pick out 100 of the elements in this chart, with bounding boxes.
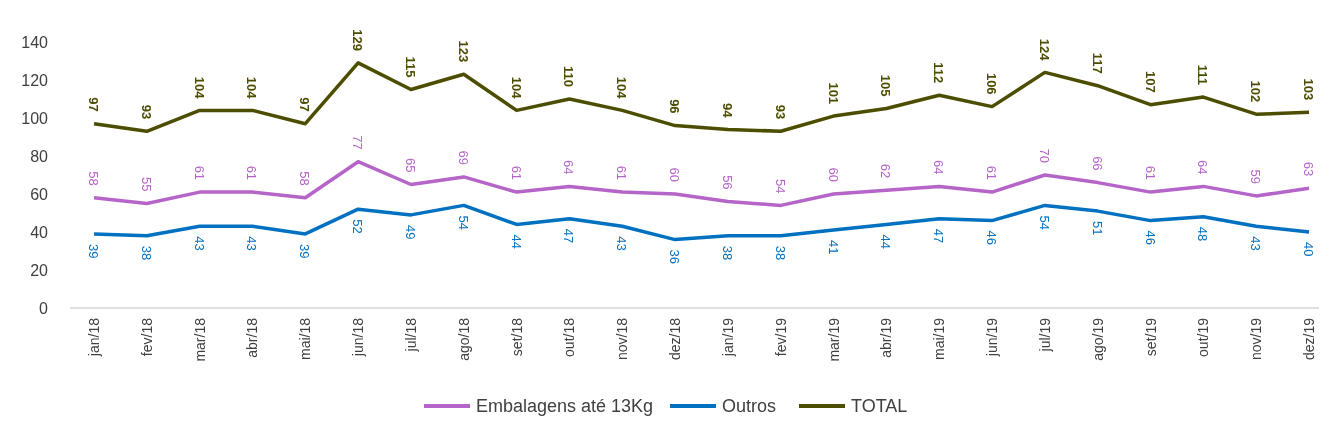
data-label: 104 [508, 76, 524, 100]
data-label: 62 [878, 163, 894, 179]
data-label: 36 [667, 249, 683, 265]
data-label: 101 [825, 82, 841, 105]
data-label: 65 [402, 158, 418, 173]
data-label: 44 [878, 234, 894, 249]
y-tick-label: 40 [30, 223, 49, 241]
data-label: 51 [1089, 221, 1105, 236]
x-tick-label: out/18 [561, 317, 578, 357]
x-tick-label: mar/18 [191, 317, 208, 362]
data-label: 46 [984, 230, 1000, 246]
data-label: 63 [1301, 161, 1316, 177]
data-label: 104 [244, 76, 260, 100]
data-label: 39 [297, 243, 313, 259]
x-tick-label: mar/19 [825, 317, 842, 362]
data-label: 97 [86, 97, 101, 112]
x-tick-label: dez/18 [667, 317, 684, 361]
data-label: 38 [772, 245, 788, 261]
data-label: 54 [455, 215, 471, 230]
data-label: 124 [1036, 38, 1052, 62]
data-label: 43 [191, 236, 207, 251]
y-tick-label: 100 [21, 109, 49, 127]
x-tick-label: jan/19 [719, 317, 736, 358]
data-label: 61 [244, 165, 260, 181]
data-label: 104 [614, 76, 630, 100]
x-tick-label: jan/18 [86, 317, 102, 358]
x-tick-label: dez/19 [1301, 317, 1317, 361]
data-label: 77 [350, 135, 366, 150]
x-tick-label: out/19 [1195, 317, 1212, 357]
x-tick-label: jul/19 [1036, 317, 1053, 353]
data-label: 61 [984, 165, 1000, 181]
data-label: 94 [719, 102, 735, 119]
x-tick-label: set/19 [1142, 317, 1159, 357]
data-label: 40 [1301, 242, 1316, 257]
data-label: 61 [191, 165, 207, 181]
legend-label: Embalagens até 13Kg [476, 396, 654, 416]
data-label: 97 [297, 97, 313, 112]
data-label: 103 [1301, 78, 1316, 101]
data-label: 44 [508, 234, 524, 249]
data-label: 112 [931, 62, 947, 84]
x-tick-label: fev/18 [138, 317, 155, 357]
y-tick-label: 20 [30, 261, 49, 279]
x-tick-label: nov/18 [614, 317, 631, 361]
data-label: 107 [1142, 71, 1158, 93]
x-tick-label: jun/19 [984, 317, 1001, 358]
y-tick-label: 60 [30, 185, 49, 203]
x-tick-label: jul/18 [402, 317, 419, 353]
data-label: 61 [508, 165, 524, 181]
data-label: 47 [561, 228, 577, 244]
data-label: 70 [1036, 148, 1052, 163]
y-tick-label: 140 [21, 33, 49, 51]
x-tick-label: ago/19 [1089, 317, 1106, 361]
data-label: 60 [667, 167, 683, 182]
data-label: 93 [772, 104, 788, 120]
data-label: 104 [191, 76, 207, 100]
data-label: 96 [667, 99, 683, 114]
data-label: 111 [1195, 64, 1211, 86]
y-tick-label: 80 [30, 147, 49, 165]
x-tick-label: ago/18 [455, 317, 472, 361]
x-tick-label: abr/19 [878, 317, 895, 358]
data-label: 58 [297, 171, 313, 186]
data-label: 93 [138, 104, 154, 120]
data-label: 41 [825, 240, 841, 255]
data-label: 43 [1248, 236, 1264, 251]
data-label: 69 [455, 150, 471, 165]
data-label: 38 [719, 245, 735, 261]
data-label: 106 [984, 72, 1000, 95]
data-label: 64 [561, 159, 577, 175]
data-label: 64 [1195, 159, 1211, 175]
data-label: 105 [878, 74, 894, 97]
data-label: 46 [1142, 230, 1158, 246]
data-label: 54 [1036, 215, 1052, 230]
data-label: 55 [138, 177, 154, 192]
y-tick-label: 120 [21, 71, 49, 89]
data-label: 39 [86, 243, 101, 259]
data-label: 123 [455, 40, 471, 63]
legend-label: Outros [722, 396, 777, 416]
data-label: 115 [402, 56, 418, 78]
legend-label: TOTAL [851, 396, 908, 416]
data-label: 48 [1195, 226, 1211, 242]
data-label: 56 [719, 175, 735, 190]
data-label: 59 [1248, 169, 1264, 184]
data-label: 54 [772, 178, 788, 194]
x-tick-label: jun/18 [350, 317, 367, 358]
y-tick-label: 0 [39, 299, 49, 317]
data-label: 66 [1089, 156, 1105, 171]
data-label: 61 [1142, 165, 1158, 181]
data-label: 61 [614, 165, 630, 181]
data-label: 52 [350, 219, 366, 234]
x-tick-label: fev/19 [772, 317, 789, 357]
data-label: 49 [402, 224, 418, 240]
x-tick-label: abr/18 [244, 317, 261, 358]
data-label: 47 [931, 228, 947, 244]
data-label: 38 [138, 245, 154, 261]
data-label: 64 [931, 159, 947, 175]
x-tick-label: mai/19 [931, 317, 948, 361]
x-tick-label: mai/18 [297, 317, 314, 361]
data-label: 60 [825, 167, 841, 182]
data-label: 117 [1089, 52, 1105, 74]
x-tick-label: nov/19 [1248, 317, 1265, 361]
